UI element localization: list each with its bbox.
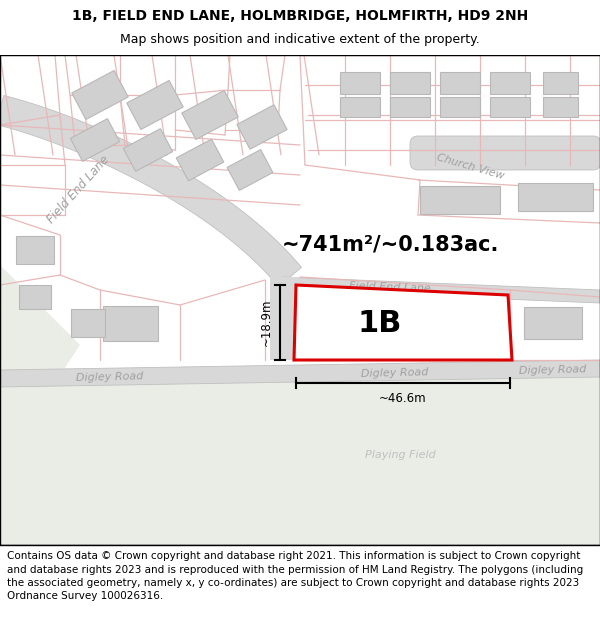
- Polygon shape: [103, 306, 157, 341]
- Polygon shape: [72, 71, 128, 119]
- Polygon shape: [440, 72, 480, 94]
- Text: Field End Lane: Field End Lane: [349, 281, 431, 293]
- Polygon shape: [390, 97, 430, 117]
- Text: Church View: Church View: [435, 152, 505, 181]
- Text: 1B: 1B: [358, 309, 402, 338]
- Polygon shape: [490, 97, 530, 117]
- Text: 1B, FIELD END LANE, HOLMBRIDGE, HOLMFIRTH, HD9 2NH: 1B, FIELD END LANE, HOLMBRIDGE, HOLMFIRT…: [72, 9, 528, 24]
- Text: Playing Field: Playing Field: [365, 450, 436, 460]
- Polygon shape: [227, 149, 273, 191]
- Polygon shape: [0, 360, 600, 387]
- Text: Digley Road: Digley Road: [519, 364, 587, 376]
- Polygon shape: [542, 72, 577, 94]
- FancyBboxPatch shape: [410, 136, 600, 170]
- Polygon shape: [490, 72, 530, 94]
- Polygon shape: [182, 91, 238, 139]
- Text: ~18.9m: ~18.9m: [260, 299, 272, 346]
- Polygon shape: [294, 285, 512, 360]
- Polygon shape: [308, 308, 362, 342]
- Text: Map shows position and indicative extent of the property.: Map shows position and indicative extent…: [120, 33, 480, 46]
- Polygon shape: [524, 307, 582, 339]
- Polygon shape: [270, 277, 300, 360]
- Polygon shape: [517, 183, 593, 211]
- Polygon shape: [71, 309, 105, 337]
- Polygon shape: [16, 236, 54, 264]
- Polygon shape: [19, 285, 51, 309]
- Polygon shape: [283, 277, 600, 303]
- Text: ~741m²/~0.183ac.: ~741m²/~0.183ac.: [281, 235, 499, 255]
- Polygon shape: [542, 97, 577, 117]
- Polygon shape: [420, 186, 500, 214]
- Polygon shape: [0, 96, 301, 287]
- Text: Field End Lane: Field End Lane: [44, 154, 112, 226]
- Text: Digley Road: Digley Road: [76, 371, 144, 383]
- Polygon shape: [440, 97, 480, 117]
- Polygon shape: [176, 139, 224, 181]
- Polygon shape: [70, 119, 119, 161]
- Text: ~46.6m: ~46.6m: [379, 391, 427, 404]
- Text: Contains OS data © Crown copyright and database right 2021. This information is : Contains OS data © Crown copyright and d…: [7, 551, 583, 601]
- Polygon shape: [237, 105, 287, 149]
- Polygon shape: [127, 81, 183, 129]
- Text: Digley Road: Digley Road: [361, 367, 429, 379]
- Polygon shape: [340, 72, 380, 94]
- Polygon shape: [390, 72, 430, 94]
- Polygon shape: [340, 97, 380, 117]
- Polygon shape: [0, 375, 600, 545]
- Polygon shape: [124, 129, 173, 171]
- Polygon shape: [0, 265, 80, 545]
